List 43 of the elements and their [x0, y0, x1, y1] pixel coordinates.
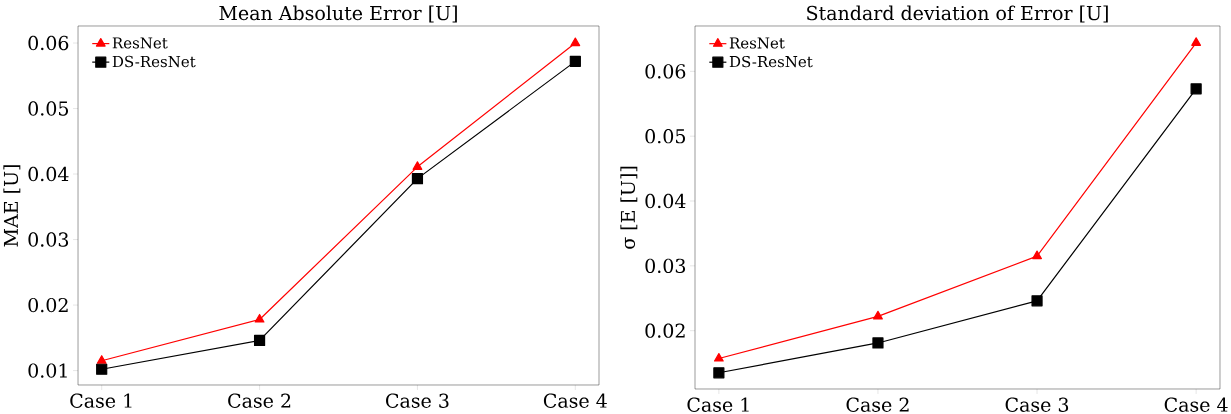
y-tick-label: 0.03: [28, 232, 69, 247]
x-tick-label: Case 4: [1164, 397, 1228, 412]
x-tick-label: Case 1: [687, 397, 749, 412]
y-tick-label: 0.06: [645, 64, 686, 79]
point: [570, 37, 581, 47]
y-tick-label: 0.02: [28, 297, 68, 313]
y-tick-label: 0.06: [28, 35, 69, 51]
legend-label: DS-ResNet: [112, 55, 196, 68]
legend-label: DS-ResNet: [729, 55, 813, 68]
x-tick-label: Case 1: [70, 393, 132, 408]
legend-label: ResNet: [729, 37, 785, 49]
x-tick-label: Case 2: [228, 393, 291, 408]
point: [569, 55, 581, 67]
y-tick-label: 0.04: [645, 193, 686, 209]
point: [96, 363, 108, 375]
point: [873, 310, 883, 320]
point: [412, 161, 423, 170]
y-axis-title: σ [E [U]]: [620, 166, 638, 249]
y-tick-label: 0.04: [28, 166, 69, 182]
x-tick-label: Case 3: [386, 393, 449, 408]
point: [253, 334, 266, 347]
point: [872, 337, 884, 349]
y-tick-label: 0.01: [28, 363, 67, 378]
point: [713, 367, 725, 379]
x-tick-label: Case 4: [543, 393, 607, 408]
point: [1032, 250, 1042, 260]
point: [411, 173, 424, 185]
point: [254, 313, 265, 323]
point: [1031, 295, 1043, 307]
point: [1190, 83, 1202, 95]
y-tick-label: 0.03: [645, 258, 686, 274]
legend-label: ResNet: [112, 37, 168, 49]
chart-title: Standard deviation of Error [U]: [807, 5, 1108, 23]
y-axis-title: MAE [U]: [3, 165, 21, 247]
x-tick-label: Case 3: [1005, 397, 1069, 412]
y-tick-label: 0.05: [645, 129, 685, 144]
y-tick-label: 0.02: [645, 323, 685, 338]
chart-title: Mean Absolute Error [U]: [219, 5, 457, 23]
y-tick-label: 0.05: [28, 101, 69, 116]
x-tick-label: Case 2: [846, 397, 909, 412]
point: [96, 355, 107, 364]
point: [1191, 37, 1202, 46]
point: [713, 352, 724, 362]
